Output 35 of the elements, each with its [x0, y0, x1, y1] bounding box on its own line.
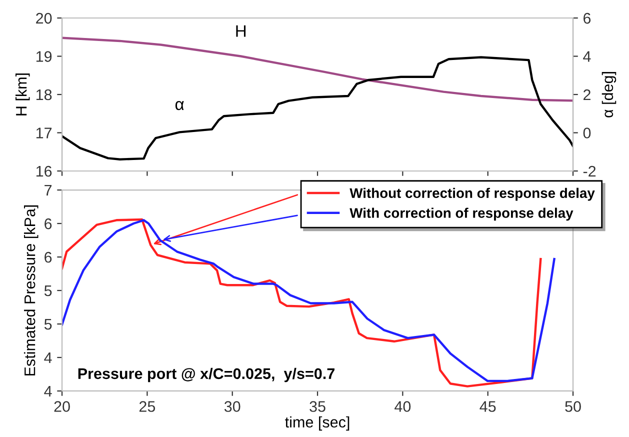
y2-tick-label: 6: [584, 12, 591, 24]
y-tick-label: 19: [36, 51, 52, 62]
y-axis-title: H [km]: [16, 74, 30, 116]
y-tick-label: 18: [36, 89, 52, 100]
y2-axis-title: α [deg]: [602, 72, 616, 118]
y2-tick-label: -2: [583, 166, 596, 177]
line-series: [62, 36, 574, 102]
series-label: α: [175, 100, 184, 110]
x-tick-label: 30: [224, 401, 240, 412]
y-axis-title: Estimated Pressure [kPa]: [24, 205, 38, 376]
y-tick-label: 6: [44, 218, 52, 230]
line-series: [62, 56, 574, 160]
y-tick-label: 16: [36, 166, 52, 177]
x-tick-label: 25: [139, 401, 156, 412]
x-tick-label: 20: [54, 401, 70, 412]
x-tick-label: 35: [310, 401, 326, 412]
y-tick-label: 7: [44, 185, 52, 196]
y-tick-label: 17: [36, 128, 52, 138]
legend-label: With correction of response delay: [350, 208, 574, 221]
y-tick-label: 4: [44, 352, 52, 364]
y-tick-label: 20: [36, 12, 52, 24]
annotation: Pressure port @ x/C=0.025, y/s=0.7: [78, 368, 334, 382]
x-axis-title: time [sec]: [285, 416, 350, 431]
y2-tick-label: 2: [584, 89, 590, 100]
x-tick-label: 45: [480, 401, 496, 412]
y-tick-label: 5: [44, 286, 52, 296]
y2-tick-label: 0: [583, 128, 591, 138]
y2-tick-label: 4: [583, 51, 591, 62]
legend-label: Without correction of response delay: [350, 188, 595, 201]
y-tick-label: 5: [44, 319, 52, 330]
x-tick-label: 50: [565, 401, 581, 412]
y-tick-label: 4: [44, 386, 52, 397]
y-tick-label: 6: [44, 252, 52, 263]
series-label: H: [236, 25, 246, 37]
x-tick-label: 40: [394, 401, 411, 412]
